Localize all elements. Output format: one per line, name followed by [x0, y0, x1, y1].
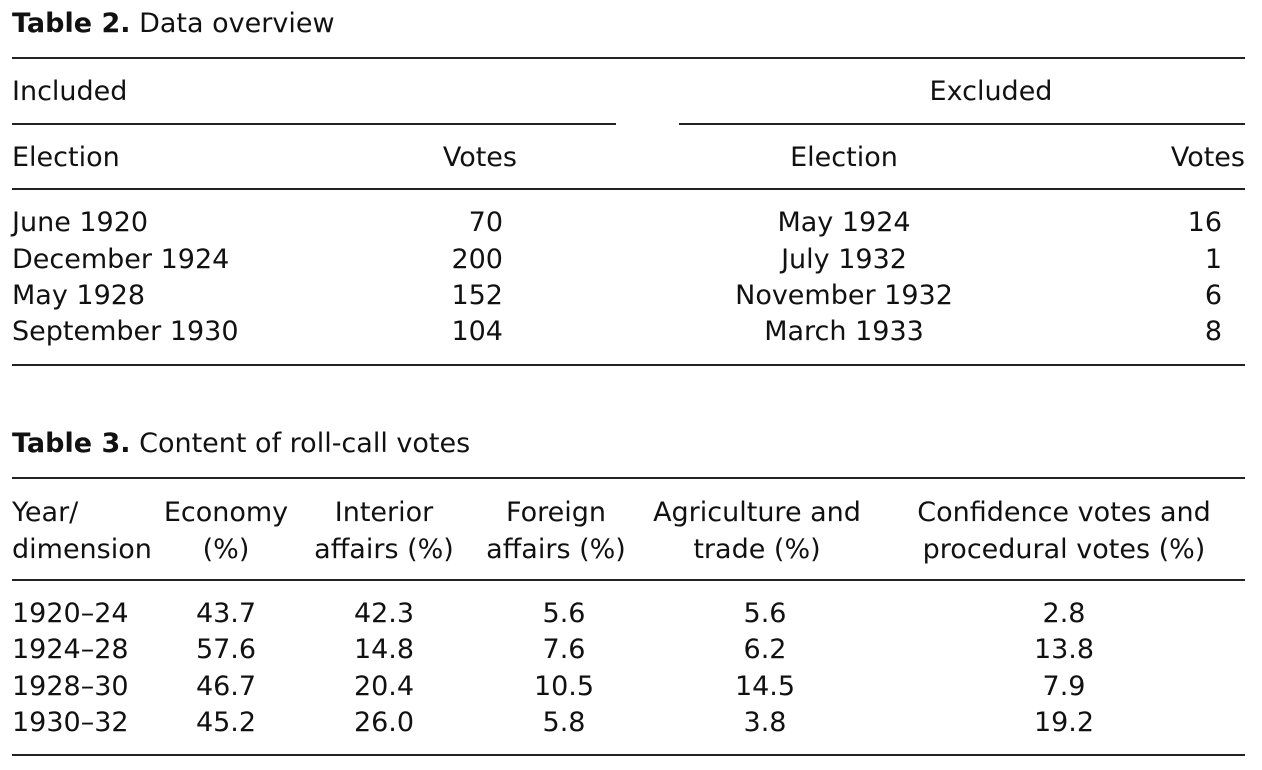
excluded-votes-cell: 6 — [1204, 280, 1222, 311]
header-line: procedural votes (%) — [922, 534, 1206, 565]
table3-header-rule — [12, 579, 1245, 581]
interior-cell: 14.8 — [353, 634, 415, 665]
excluded-votes-cell: 8 — [1204, 316, 1222, 347]
foreign-cell: 10.5 — [533, 671, 595, 702]
table-row: June 1920 — [12, 205, 148, 241]
table3-top-rule — [12, 477, 1245, 479]
table3-caption-label: Table 3. — [12, 428, 131, 459]
economy-cell: 46.7 — [195, 671, 257, 702]
foreign-affairs-header: Foreign affairs (%) — [486, 494, 626, 568]
header-line: trade (%) — [693, 534, 821, 565]
year-cell: 1930–32 — [12, 707, 129, 738]
economy-cell: 57.6 — [195, 634, 257, 665]
foreign-cell: 5.6 — [542, 598, 586, 629]
table2-top-rule — [12, 57, 1245, 59]
excluded-election-column-header: Election — [790, 142, 898, 173]
header-line: (%) — [202, 534, 250, 565]
header-line: dimension — [12, 534, 152, 565]
excluded-election-cell: March 1933 — [764, 316, 924, 347]
excluded-election-cell: November 1932 — [735, 280, 953, 311]
interior-cell: 20.4 — [353, 671, 415, 702]
excluded-group-rule — [679, 123, 1245, 125]
table2-caption-text: Data overview — [139, 8, 335, 39]
agriculture-cell: 5.6 — [743, 598, 787, 629]
excluded-votes-column-header: Votes — [1170, 142, 1245, 173]
year-dimension-header: Year/ dimension — [12, 494, 152, 568]
excluded-election-cell: July 1932 — [781, 244, 907, 275]
header-line: Year/ — [12, 497, 79, 528]
agriculture-cell: 3.8 — [743, 707, 787, 738]
economy-cell: 45.2 — [195, 707, 257, 738]
confidence-procedural-header: Confidence votes and procedural votes (%… — [917, 494, 1211, 568]
table2-caption: Table 2. Data overview — [12, 8, 335, 39]
header-line: Agriculture and — [653, 497, 861, 528]
included-group-rule — [12, 123, 616, 125]
header-line: Confidence votes and — [917, 497, 1211, 528]
included-group-header: Included — [12, 76, 128, 107]
header-line: Economy — [163, 497, 289, 528]
votes-cell: 152 — [451, 280, 503, 311]
election-cell: May 1928 — [12, 280, 146, 311]
excluded-votes-cell: 16 — [1187, 207, 1222, 238]
table2-bottom-rule — [12, 364, 1245, 366]
foreign-cell: 7.6 — [542, 634, 586, 665]
table3-caption: Table 3. Content of roll-call votes — [12, 428, 470, 459]
economy-header: Economy (%) — [164, 494, 288, 568]
header-line: affairs (%) — [314, 534, 454, 565]
confidence-cell: 2.8 — [1042, 598, 1086, 629]
table3-caption-text: Content of roll-call votes — [139, 428, 471, 459]
agriculture-trade-header: Agriculture and trade (%) — [653, 494, 861, 568]
included-election-column-header: Election — [12, 142, 120, 173]
excluded-votes-cell: 1 — [1204, 244, 1222, 275]
excluded-group-header: Excluded — [929, 76, 1053, 107]
economy-cell: 43.7 — [195, 598, 257, 629]
table3-bottom-rule — [12, 754, 1245, 756]
excluded-election-cell: May 1924 — [777, 207, 911, 238]
election-cell: June 1920 — [12, 207, 149, 238]
table-row: May 1928 — [12, 278, 145, 314]
header-line: Interior — [334, 497, 434, 528]
table2-header-rule — [12, 188, 1245, 190]
agriculture-cell: 14.5 — [734, 671, 796, 702]
confidence-cell: 19.2 — [1033, 707, 1095, 738]
table-row: December 1924 — [12, 242, 229, 278]
interior-cell: 26.0 — [353, 707, 415, 738]
interior-cell: 42.3 — [353, 598, 415, 629]
confidence-cell: 7.9 — [1042, 671, 1086, 702]
foreign-cell: 5.8 — [542, 707, 586, 738]
votes-cell: 70 — [468, 207, 503, 238]
header-line: affairs (%) — [486, 534, 626, 565]
votes-cell: 104 — [451, 316, 503, 347]
election-cell: December 1924 — [12, 244, 230, 275]
header-line: Foreign — [506, 497, 606, 528]
table2-caption-label: Table 2. — [12, 8, 131, 39]
election-cell: September 1930 — [12, 316, 239, 347]
agriculture-cell: 6.2 — [743, 634, 787, 665]
year-cell: 1928–30 — [12, 671, 129, 702]
included-votes-column-header: Votes — [442, 142, 517, 173]
confidence-cell: 13.8 — [1033, 634, 1095, 665]
table-row: September 1930 — [12, 314, 239, 350]
votes-cell: 200 — [451, 244, 503, 275]
year-cell: 1920–24 — [12, 598, 129, 629]
interior-affairs-header: Interior affairs (%) — [314, 494, 454, 568]
year-cell: 1924–28 — [12, 634, 129, 665]
